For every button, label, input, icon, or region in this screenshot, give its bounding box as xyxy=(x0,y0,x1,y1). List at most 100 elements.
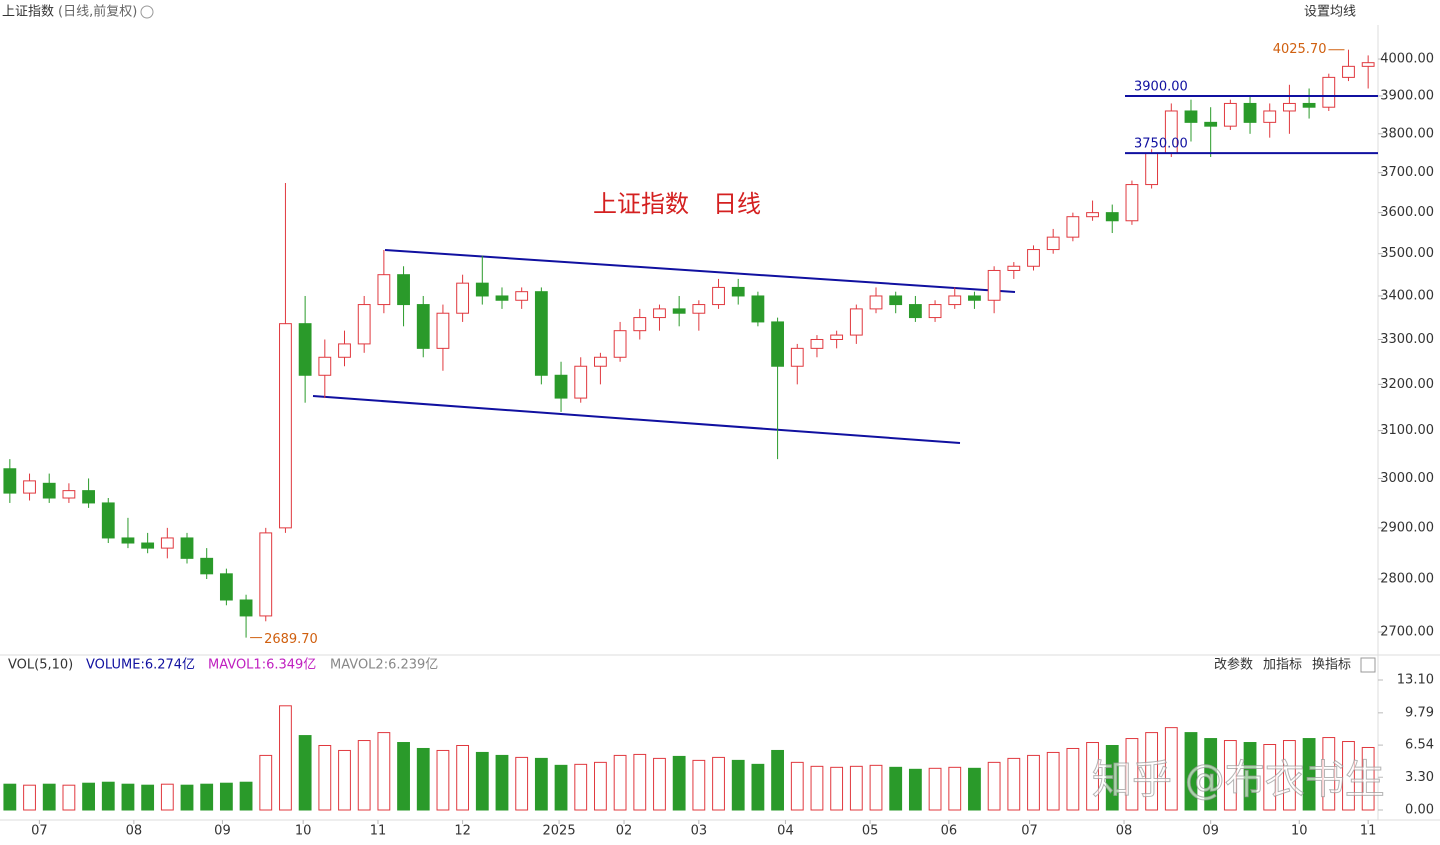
candle-body xyxy=(810,338,824,349)
candle-body xyxy=(1322,76,1336,108)
volume-bar xyxy=(849,765,863,811)
low-label: 2689.70 xyxy=(264,632,318,647)
volume-bar xyxy=(3,783,17,811)
y-tick-label: 2900.00 xyxy=(1380,520,1434,535)
candle-body xyxy=(436,312,450,349)
volume-bar xyxy=(377,732,391,811)
x-tick-label: 07 xyxy=(1021,824,1038,839)
candle-body xyxy=(594,356,607,367)
volume-bar xyxy=(416,747,430,811)
index-name: 上证指数 xyxy=(2,5,54,20)
candle-body xyxy=(397,274,410,306)
candle-body xyxy=(653,308,666,319)
candle-body xyxy=(790,347,804,367)
volume-bar xyxy=(279,705,292,811)
candle-body xyxy=(101,502,115,539)
vol-tick-label: 3.30 xyxy=(1405,770,1434,785)
candle-body xyxy=(1007,265,1021,271)
volume-bar xyxy=(180,784,194,811)
volume-bar xyxy=(1223,740,1237,811)
volume-bar xyxy=(810,765,824,811)
candle-body xyxy=(160,537,174,549)
candle-body xyxy=(1145,152,1159,186)
volume-bar xyxy=(62,784,76,811)
candle-body xyxy=(1361,62,1375,67)
vol-button[interactable]: 加指标 xyxy=(1263,658,1302,673)
volume-bar xyxy=(653,757,666,811)
x-tick-label: 03 xyxy=(691,824,708,839)
x-tick-label: 05 xyxy=(862,824,879,839)
candle-body xyxy=(928,304,942,319)
volume-bar xyxy=(1105,744,1119,811)
volume-bar xyxy=(1027,754,1040,811)
volume-bar xyxy=(987,761,1001,811)
y-tick-label: 3800.00 xyxy=(1380,126,1434,141)
candle-body xyxy=(23,480,36,494)
vol-tick-label: 13.10 xyxy=(1397,673,1434,688)
candle-body xyxy=(1086,212,1099,218)
volume-bar xyxy=(1164,727,1178,811)
candle-body xyxy=(239,599,253,617)
y-tick-label: 3300.00 xyxy=(1380,332,1434,347)
volume-bar xyxy=(239,781,253,811)
volume-bar xyxy=(731,759,745,811)
volume-bar xyxy=(928,767,942,811)
index-mode: (日线,前复权) xyxy=(58,4,137,20)
volume-bar xyxy=(1263,744,1277,811)
volume-bar xyxy=(692,759,706,811)
y-tick-label: 4000.00 xyxy=(1380,52,1434,67)
y-tick-label: 3600.00 xyxy=(1380,205,1434,220)
volume-bar xyxy=(338,749,351,811)
volume-bar xyxy=(357,740,371,811)
volume-bar xyxy=(751,763,765,811)
level-label: 3900.00 xyxy=(1134,79,1188,94)
volume-bar xyxy=(1066,747,1080,811)
x-tick-label: 11 xyxy=(370,824,387,839)
candle-body xyxy=(377,274,391,306)
y-tick-label: 3400.00 xyxy=(1380,288,1434,303)
volume-bar xyxy=(830,766,844,811)
candle-body xyxy=(62,490,76,499)
candle-body xyxy=(849,308,863,336)
volume-bar xyxy=(1125,738,1139,811)
level-label: 3750.00 xyxy=(1134,137,1188,152)
candle-body xyxy=(712,286,725,306)
volume-bar xyxy=(908,768,922,811)
vol-tick-label: 9.79 xyxy=(1405,705,1434,720)
candle-body xyxy=(869,295,883,310)
candle-body xyxy=(1105,212,1119,222)
volume-bar xyxy=(712,756,725,811)
volume-bar xyxy=(121,783,135,811)
volume-bar xyxy=(298,735,312,811)
candle-body xyxy=(82,490,95,504)
chart-title: 上证指数 日线 xyxy=(593,190,761,218)
candle-body xyxy=(968,295,981,301)
volume-bar xyxy=(397,742,410,811)
vol-button[interactable]: 改参数 xyxy=(1214,657,1253,673)
vol-value: VOLUME:6.274亿 xyxy=(86,658,195,673)
ma-button[interactable]: 设置均线 xyxy=(1304,5,1356,20)
volume-bar xyxy=(1243,742,1257,811)
candle-body xyxy=(908,304,922,319)
y-tick-label: 3900.00 xyxy=(1380,88,1434,103)
candle-body xyxy=(948,295,962,306)
volume-bar xyxy=(1342,741,1355,811)
candle-body xyxy=(1204,121,1218,127)
close-button[interactable] xyxy=(1360,657,1376,673)
candle-body xyxy=(180,537,194,559)
y-tick-label: 3000.00 xyxy=(1380,471,1434,486)
volume-bar xyxy=(968,767,981,811)
y-tick-label: 3500.00 xyxy=(1380,246,1434,261)
vol-button[interactable]: 换指标 xyxy=(1312,658,1351,673)
candle-body xyxy=(771,321,784,367)
candle-body xyxy=(731,286,745,297)
volume-bar xyxy=(101,781,115,811)
candle-body xyxy=(219,573,233,601)
candle-body xyxy=(1283,102,1296,112)
candle-body xyxy=(1027,249,1040,267)
settings-icon[interactable] xyxy=(140,5,154,19)
volume-bar xyxy=(574,763,588,811)
candle-body xyxy=(1184,110,1198,123)
candle-body xyxy=(121,537,135,544)
candle-body xyxy=(987,269,1001,301)
